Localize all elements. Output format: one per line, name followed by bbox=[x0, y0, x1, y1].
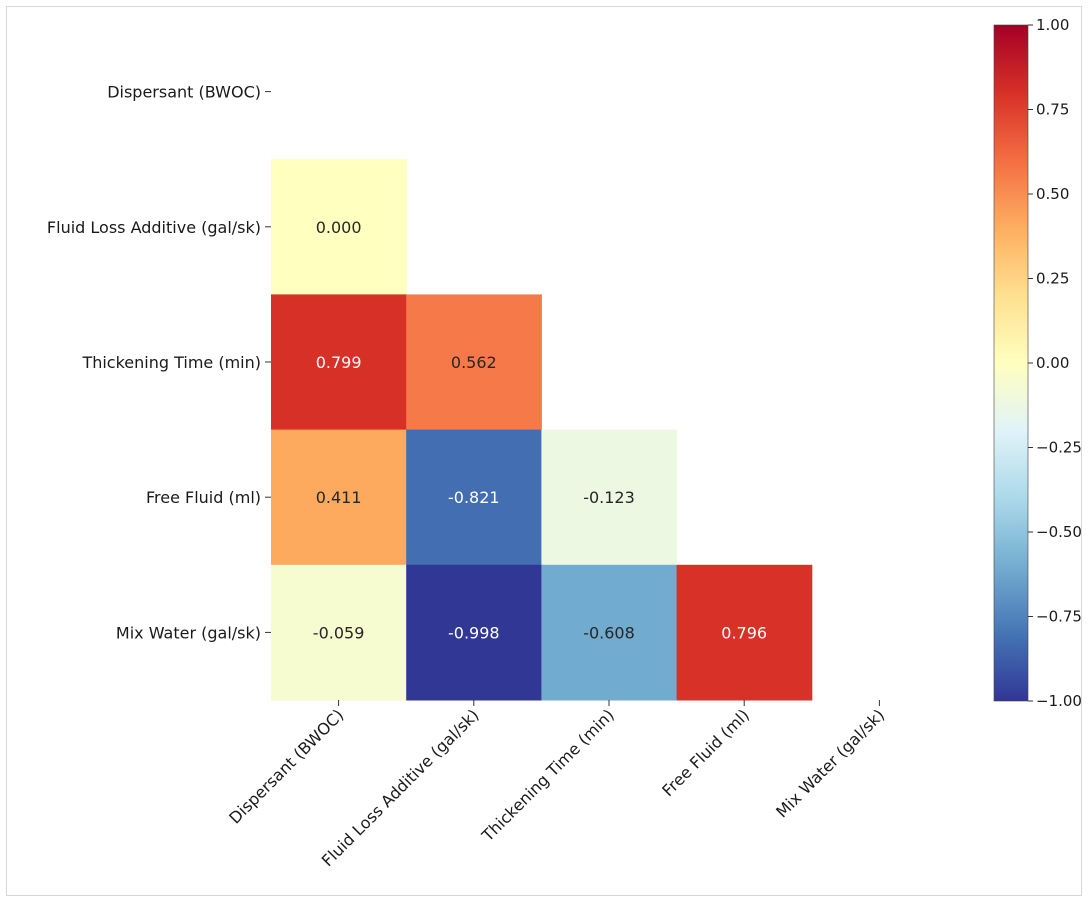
correlation-heatmap: 0.000 0.799 0.562 0.411 -0.821 -0.123 -0.059 -0… bbox=[47, 16, 1082, 870]
colorbar-tick-label: −0.25 bbox=[1036, 439, 1082, 457]
y-axis-labels: Dispersant (BWOC) Fluid Loss Additive (ga… bbox=[47, 83, 271, 642]
colorbar-tick-label: −0.50 bbox=[1036, 523, 1082, 541]
colorbar-gradient bbox=[993, 24, 1029, 702]
x-tick-label: Fluid Loss Additive (gal/sk) bbox=[318, 705, 483, 870]
cell-value-label: -0.998 bbox=[448, 623, 500, 642]
heatmap-cell bbox=[406, 294, 542, 431]
cell-value-label: 0.562 bbox=[451, 353, 497, 372]
colorbar-tick-label: 1.00 bbox=[1036, 16, 1069, 34]
y-tick-label: Thickening Time (min) bbox=[81, 353, 261, 372]
colorbar-tick-label: −0.75 bbox=[1036, 608, 1082, 626]
x-tick-label: Free Fluid (ml) bbox=[658, 705, 753, 800]
x-tick-label: Mix Water (gal/sk) bbox=[772, 705, 888, 821]
y-tick-label: Mix Water (gal/sk) bbox=[116, 623, 261, 642]
cell-value-label: -0.821 bbox=[448, 488, 500, 507]
colorbar: 1.00 0.75 0.50 0.25 0.00 −0.25 −0.50 −0.75 −1.00 bbox=[993, 16, 1082, 710]
y-tick-label: Fluid Loss Additive (gal/sk) bbox=[47, 218, 261, 237]
heatmap-cells: 0.000 0.799 0.562 0.411 -0.821 -0.123 -0.059 -0… bbox=[271, 159, 813, 701]
cell-value-label: -0.059 bbox=[313, 623, 365, 642]
x-axis-labels: Dispersant (BWOC)Fluid Loss Additive (ga… bbox=[225, 700, 888, 870]
x-tick-label: Dispersant (BWOC) bbox=[225, 705, 347, 827]
heatmap-cell bbox=[541, 429, 678, 566]
heatmap-cell bbox=[676, 564, 813, 701]
cell-value-label: 0.000 bbox=[316, 218, 362, 237]
colorbar-tick-label: −1.00 bbox=[1036, 692, 1082, 710]
heatmap-cell bbox=[271, 564, 407, 701]
colorbar-tick-label: 0.00 bbox=[1036, 354, 1069, 372]
colorbar-tick-label: 0.50 bbox=[1036, 185, 1069, 203]
colorbar-tick-label: 0.75 bbox=[1036, 101, 1069, 119]
heatmap-cell bbox=[541, 564, 678, 701]
heatmap-cell bbox=[406, 564, 542, 701]
colorbar-tick-label: 0.25 bbox=[1036, 270, 1069, 288]
cell-value-label: -0.123 bbox=[583, 488, 635, 507]
cell-value-label: -0.608 bbox=[583, 623, 635, 642]
cell-value-label: 0.411 bbox=[316, 488, 362, 507]
heatmap-cell bbox=[271, 159, 407, 295]
cell-value-label: 0.799 bbox=[316, 353, 362, 372]
x-tick-label: Thickening Time (min) bbox=[477, 705, 617, 845]
cell-value-label: 0.796 bbox=[721, 623, 767, 642]
heatmap-cell bbox=[406, 429, 542, 566]
heatmap-cell bbox=[271, 429, 407, 566]
figure-frame: 0.000 0.799 0.562 0.411 -0.821 -0.123 -0.059 -0… bbox=[6, 6, 1082, 896]
y-tick-label: Free Fluid (ml) bbox=[146, 488, 261, 507]
heatmap-cell bbox=[271, 294, 407, 431]
y-tick-label: Dispersant (BWOC) bbox=[107, 83, 261, 102]
